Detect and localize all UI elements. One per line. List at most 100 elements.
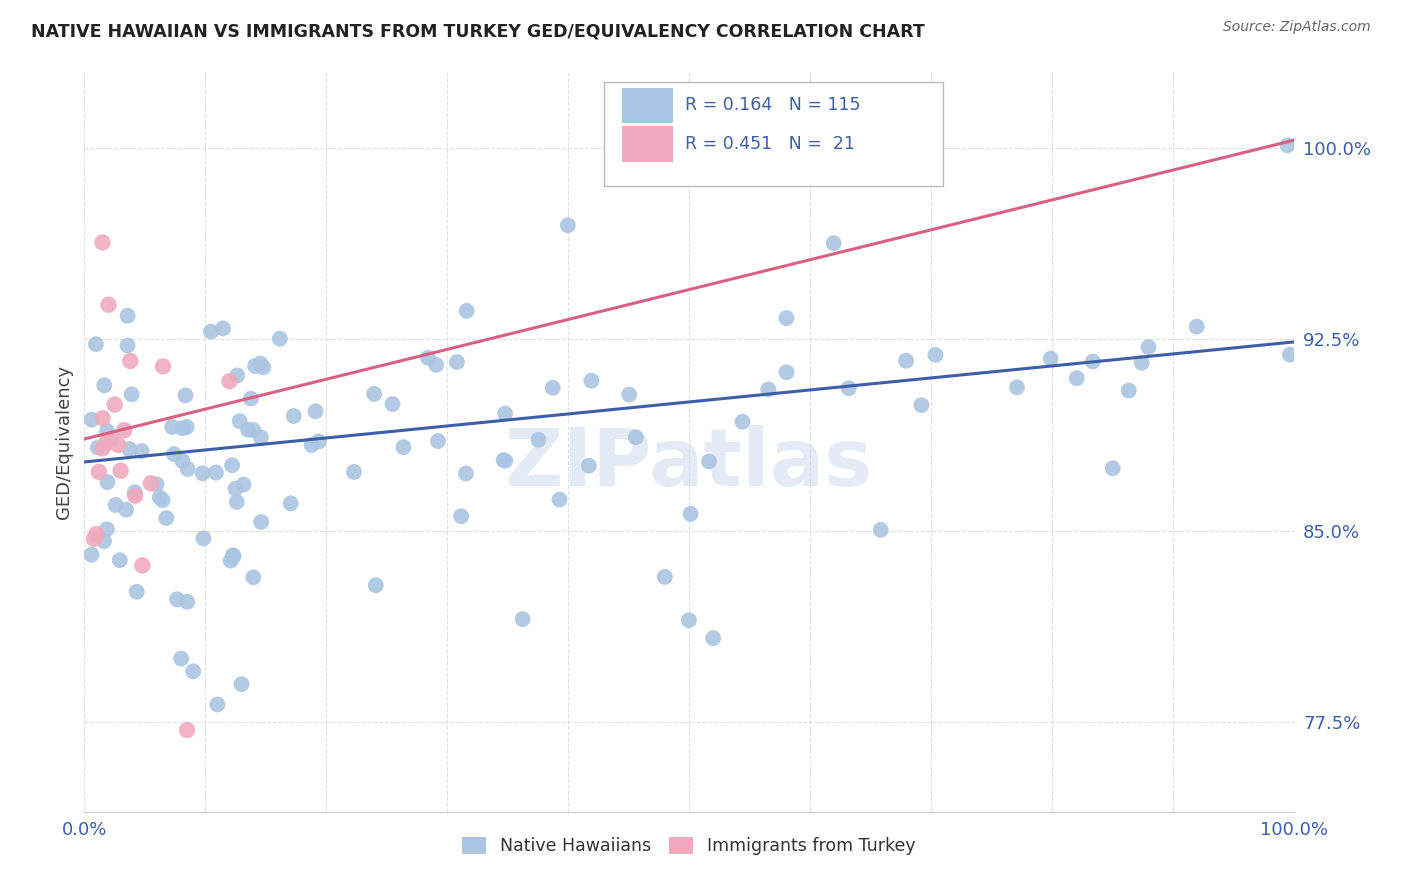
Point: [225, 495, 247, 509]
Point: [838, 381, 860, 395]
Point: [823, 236, 845, 251]
Point: [212, 321, 235, 335]
Point: [83, 532, 105, 546]
Point: [160, 420, 183, 434]
Point: [541, 381, 564, 395]
Point: [117, 309, 139, 323]
Point: [124, 485, 146, 500]
Point: [96, 475, 118, 489]
Point: [456, 303, 478, 318]
Point: [120, 354, 142, 368]
Point: [87, 441, 110, 455]
Point: [232, 477, 254, 491]
Point: [104, 398, 127, 412]
Point: [924, 348, 946, 362]
FancyBboxPatch shape: [623, 126, 673, 161]
Point: [381, 397, 404, 411]
Point: [697, 454, 720, 468]
Point: [176, 723, 198, 737]
Point: [222, 549, 245, 563]
Point: [243, 359, 266, 373]
Point: [1277, 138, 1299, 153]
Point: [252, 360, 274, 375]
Point: [100, 432, 122, 446]
Legend: Native Hawaiians, Immigrants from Turkey: Native Hawaiians, Immigrants from Turkey: [456, 830, 922, 863]
Text: Source: ZipAtlas.com: Source: ZipAtlas.com: [1223, 20, 1371, 34]
Point: [152, 359, 174, 374]
Point: [239, 392, 262, 406]
Point: [170, 651, 193, 665]
Point: [110, 464, 132, 478]
Point: [557, 219, 579, 233]
Point: [97, 298, 120, 312]
Point: [155, 511, 177, 525]
Point: [1118, 384, 1140, 398]
Point: [250, 430, 273, 444]
Point: [121, 387, 143, 401]
Point: [446, 355, 468, 369]
Point: [301, 438, 323, 452]
Point: [548, 492, 571, 507]
Point: [149, 491, 172, 505]
Point: [308, 434, 330, 449]
Point: [176, 595, 198, 609]
Point: [131, 444, 153, 458]
Point: [107, 438, 129, 452]
Point: [225, 482, 247, 496]
Point: [1137, 340, 1160, 354]
Point: [228, 414, 250, 428]
FancyBboxPatch shape: [623, 87, 673, 123]
Point: [86, 527, 108, 541]
Point: [678, 613, 700, 627]
Point: [94, 436, 117, 450]
Point: [249, 357, 271, 371]
Point: [108, 553, 131, 567]
Point: [221, 458, 243, 473]
Point: [910, 398, 932, 412]
Point: [304, 404, 326, 418]
Point: [200, 325, 222, 339]
Point: [454, 467, 477, 481]
Point: [654, 570, 676, 584]
Point: [176, 420, 198, 434]
Point: [1101, 461, 1123, 475]
Point: [172, 421, 194, 435]
Point: [624, 430, 647, 444]
Point: [93, 534, 115, 549]
Point: [775, 311, 797, 326]
Point: [894, 353, 917, 368]
Point: [617, 387, 640, 401]
Point: [450, 509, 472, 524]
Point: [364, 578, 387, 592]
Point: [343, 465, 366, 479]
Point: [152, 493, 174, 508]
Point: [181, 665, 204, 679]
Point: [869, 523, 891, 537]
Point: [392, 440, 415, 454]
Point: [1278, 348, 1301, 362]
Point: [207, 698, 229, 712]
Text: R = 0.451   N =  21: R = 0.451 N = 21: [685, 135, 855, 153]
Point: [363, 387, 385, 401]
Point: [139, 476, 162, 491]
Point: [283, 409, 305, 423]
Point: [219, 554, 242, 568]
Point: [731, 415, 754, 429]
Point: [1185, 319, 1208, 334]
Point: [91, 442, 114, 456]
Point: [166, 592, 188, 607]
Point: [124, 489, 146, 503]
Point: [193, 531, 215, 545]
Point: [416, 351, 439, 365]
Point: [527, 433, 550, 447]
Point: [1081, 354, 1104, 368]
Point: [578, 458, 600, 473]
Point: [250, 515, 273, 529]
Point: [91, 235, 114, 250]
Point: [269, 332, 291, 346]
Point: [96, 522, 118, 536]
Point: [738, 138, 761, 153]
Point: [494, 454, 516, 468]
Point: [87, 465, 110, 479]
Point: [176, 462, 198, 476]
